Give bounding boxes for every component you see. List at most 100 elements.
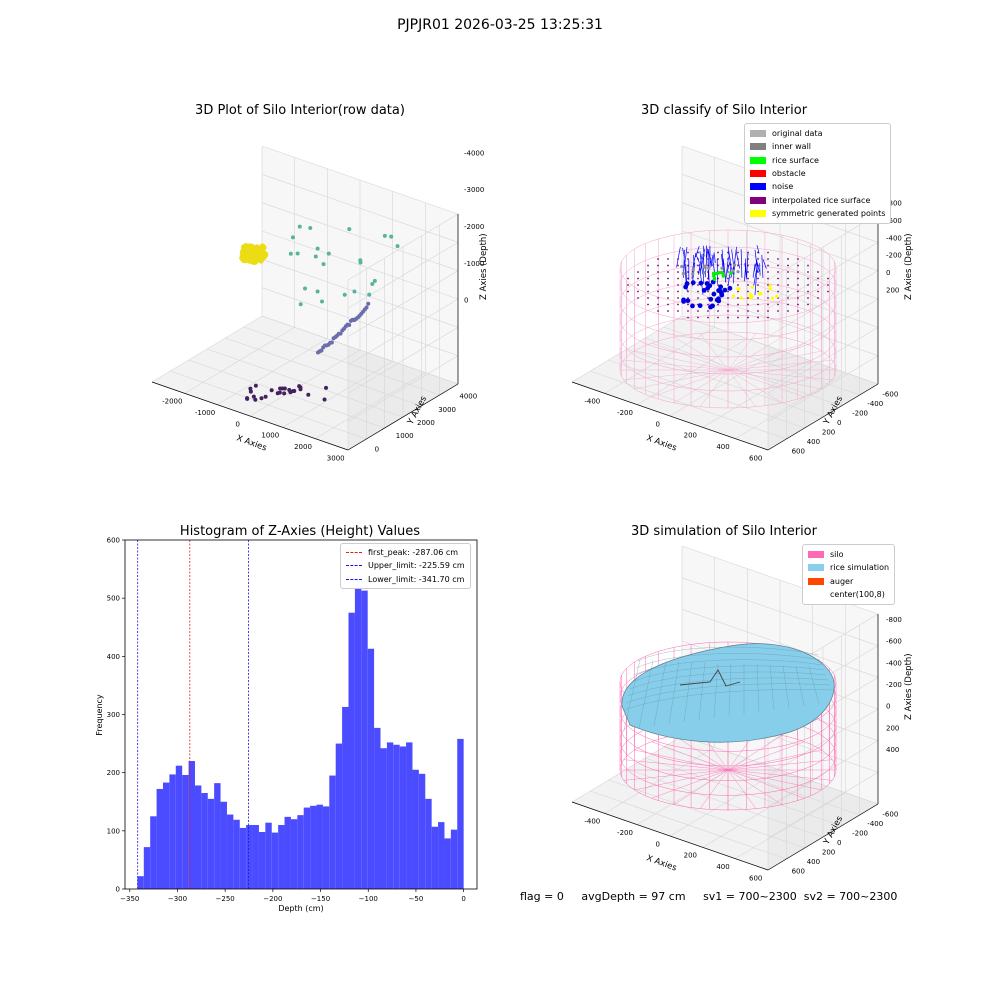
scatter-point (298, 302, 303, 307)
legend-label: inner wall (772, 142, 812, 152)
legend-swatch (750, 156, 766, 164)
scatter-point (747, 284, 749, 286)
histogram-bar (265, 822, 272, 889)
tick-label: -1000 (195, 409, 215, 417)
scatter-point (777, 264, 779, 267)
scatter-point (372, 278, 377, 283)
scatter-point (627, 284, 629, 286)
surface-mesh (728, 663, 732, 717)
scatter-point (681, 298, 687, 304)
legend-label: symmetric generated points (772, 208, 886, 218)
scatter-point (687, 303, 689, 306)
scatter-point (807, 277, 809, 280)
tick-label: -800 (886, 200, 902, 208)
tick-label: 1000 (396, 432, 414, 440)
grid-line (261, 315, 459, 385)
noise-stroke (761, 254, 764, 279)
surface-mesh (808, 666, 820, 705)
silo-spoke (623, 359, 833, 381)
scatter-point (797, 258, 799, 260)
histogram-bar (322, 806, 330, 889)
surface-mesh (623, 659, 641, 731)
scatter-point (827, 290, 829, 293)
histogram-bar (220, 801, 227, 889)
auger-trace (679, 669, 741, 687)
legend-entry: symmetric generated points (750, 207, 885, 220)
scatter-point (657, 277, 659, 280)
scatter-point (647, 277, 649, 280)
histogram-bar (188, 761, 195, 889)
noise-stroke (721, 249, 725, 275)
noise-stroke (702, 245, 705, 257)
scatter-point (263, 394, 268, 399)
x-axis-line (571, 381, 769, 451)
scatter-point (637, 271, 639, 273)
histogram-bar (348, 612, 355, 889)
noise-stroke (744, 262, 747, 282)
scatter-point (707, 266, 711, 270)
scatter-point (667, 303, 669, 306)
scatter-point (718, 284, 724, 290)
scatter-point (290, 235, 295, 240)
scatter-point (807, 290, 809, 293)
tick-label: -4000 (464, 149, 484, 157)
scatter-point (667, 258, 669, 260)
noise-stroke (762, 259, 767, 269)
tick-label: 200 (684, 852, 697, 860)
tick-label: 300 (107, 711, 120, 719)
scatter-point (389, 234, 394, 239)
scatter-point (295, 251, 300, 256)
histogram-bar (207, 798, 215, 889)
scatter-point (253, 397, 258, 402)
grid-line (767, 242, 879, 309)
scatter-point (657, 303, 659, 306)
noise-stroke (727, 263, 732, 286)
classify-z-label: Z Axies (Depth) (904, 233, 914, 300)
scatter-point (747, 303, 749, 306)
scatter-point (367, 292, 372, 297)
legend-entry: first_peak: -287.06 cm (346, 546, 465, 559)
scatter-point (777, 310, 779, 312)
scatter-point (242, 254, 249, 261)
surface-mesh (668, 661, 680, 725)
scatter-point (737, 251, 739, 254)
noise-stroke (735, 249, 740, 269)
histogram-bar (354, 557, 362, 889)
scatter-point (647, 264, 649, 267)
scatter-point (757, 290, 759, 293)
scatter-point (657, 290, 659, 293)
histogram-bar (169, 774, 176, 889)
tick-label: 0 (655, 420, 659, 428)
scatter-point (690, 303, 695, 309)
histogram-bar (137, 876, 144, 889)
scatter-point (251, 394, 256, 399)
scatter-point (322, 397, 327, 402)
histogram-bar (194, 785, 202, 889)
legend-line (346, 552, 362, 554)
histogram-bar (425, 798, 432, 889)
scatter-point (691, 272, 695, 276)
scatter-point (767, 251, 769, 254)
raw-3d-box (151, 145, 459, 451)
scatter-point (817, 297, 819, 299)
histogram-bar (303, 807, 311, 889)
histogram-bar (297, 815, 304, 889)
scatter-point (657, 264, 659, 267)
scatter-point (687, 316, 689, 319)
y-axis-line (347, 383, 459, 451)
scatter-point (667, 310, 669, 312)
scatter-point (707, 290, 709, 293)
surface-mesh (683, 661, 693, 723)
scatter-point (720, 270, 724, 275)
scatter-point (647, 284, 649, 286)
tick-label: 600 (749, 874, 762, 882)
histogram-bar (156, 788, 163, 889)
scatter-point (253, 383, 258, 388)
scatter-point (702, 264, 706, 268)
scatter-point (739, 296, 743, 300)
scatter-point (717, 303, 719, 306)
scatter-point (711, 291, 717, 297)
scatter-point (707, 297, 709, 299)
legend-label: interpolated rice surface (772, 195, 871, 205)
